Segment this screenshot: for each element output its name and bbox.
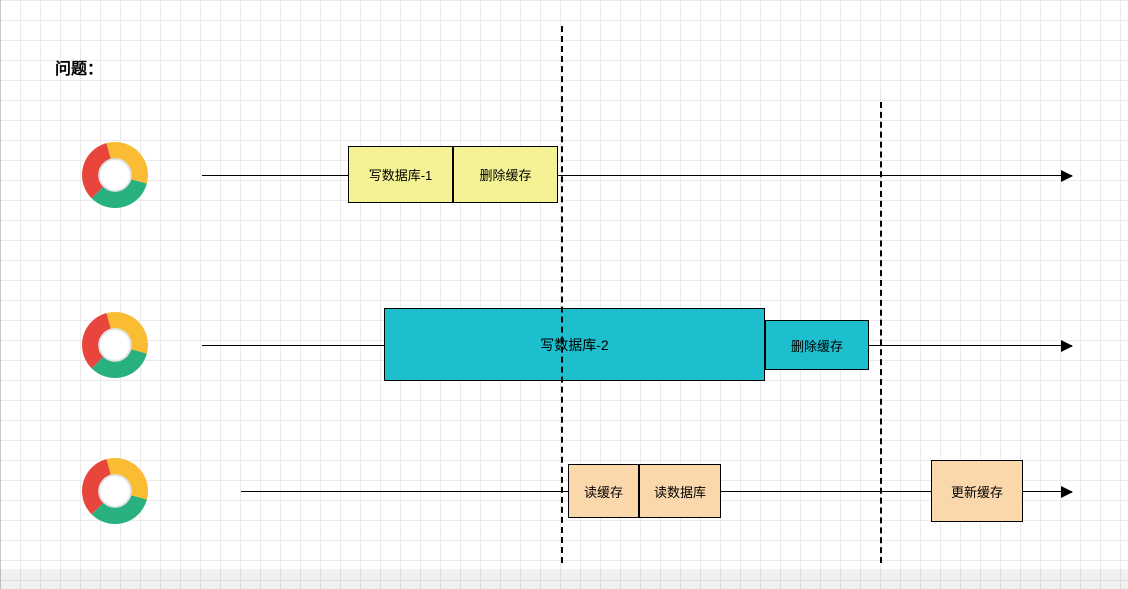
box-label: 写数据库-1 xyxy=(369,165,433,184)
divider-v2 xyxy=(880,102,882,563)
box-l3-update: 更新缓存 xyxy=(931,460,1023,522)
chrome-icon xyxy=(82,312,148,378)
box-l3-readc: 读缓存 xyxy=(568,464,639,518)
chrome-icon xyxy=(82,458,148,524)
box-l1-write: 写数据库-1 xyxy=(348,146,453,203)
box-label: 读缓存 xyxy=(584,482,623,501)
box-label: 读数据库 xyxy=(654,482,706,501)
box-l1-del: 删除缓存 xyxy=(453,146,558,203)
box-label: 写数据库-2 xyxy=(540,335,608,355)
box-label: 删除缓存 xyxy=(791,336,843,355)
box-l2-write: 写数据库-2 xyxy=(384,308,765,381)
box-l2-del: 删除缓存 xyxy=(765,320,869,370)
box-l3-readdb: 读数据库 xyxy=(639,464,721,518)
diagram-canvas: 问题： xyxy=(0,0,1128,589)
box-label: 删除缓存 xyxy=(479,165,531,184)
timeline-arrow xyxy=(202,175,1072,176)
diagram-title: 问题： xyxy=(55,55,103,79)
left-edge xyxy=(0,0,1,589)
chrome-icon xyxy=(82,142,148,208)
divider-v1 xyxy=(561,26,563,563)
box-label: 更新缓存 xyxy=(951,482,1003,501)
bottom-shadow xyxy=(0,569,1128,589)
